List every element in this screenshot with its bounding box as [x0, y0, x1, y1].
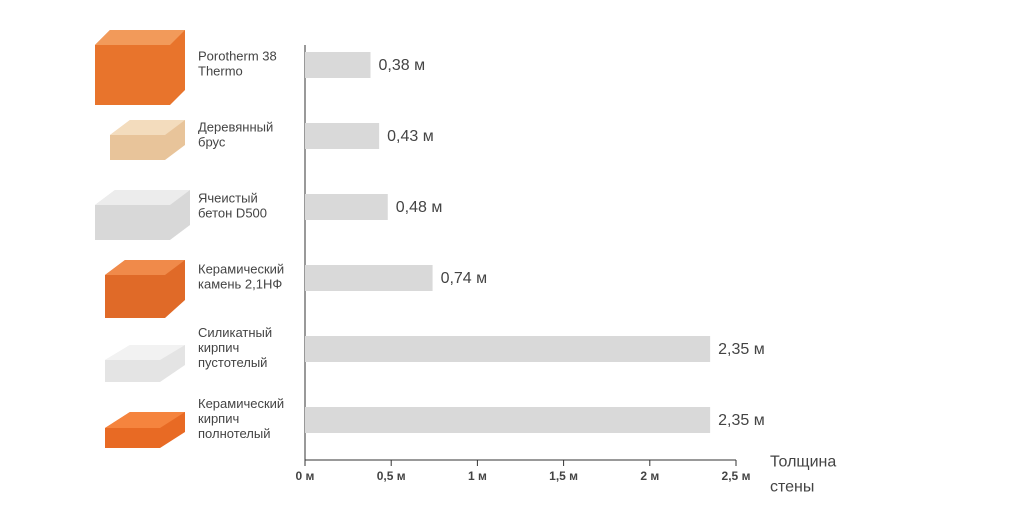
icon-wood-top — [110, 120, 185, 135]
bar — [305, 194, 388, 220]
value-label: 0,74 м — [441, 270, 488, 287]
bar — [305, 407, 711, 433]
x-tick-label: 2,5 м — [722, 469, 751, 483]
icon-porotherm-top — [95, 30, 185, 45]
category-label: Porotherm 38 Thermo — [198, 49, 277, 79]
category-label: Силикатный кирпич пустотелый — [198, 325, 272, 370]
x-tick-label: 0 м — [296, 469, 315, 483]
x-axis-title: Толщина стены — [770, 454, 836, 496]
icon-brick-top — [105, 412, 185, 428]
x-tick-label: 1,5 м — [549, 469, 578, 483]
category-label: Деревянный брус — [198, 120, 273, 150]
icon-silicate-top — [105, 345, 185, 360]
x-tick-label: 0,5 м — [377, 469, 406, 483]
value-label: 0,38 м — [379, 57, 426, 74]
bar — [305, 52, 371, 78]
category-label: Керамический кирпич полнотелый — [198, 396, 284, 441]
material-icons — [95, 30, 190, 448]
icon-ceramic-stone-top — [105, 260, 185, 275]
x-tick-label: 2 м — [640, 469, 659, 483]
value-label: 0,48 м — [396, 199, 443, 216]
value-label: 2,35 м — [718, 341, 765, 358]
bar — [305, 336, 711, 362]
value-label: 0,43 м — [387, 128, 434, 145]
category-label: Керамический камень 2,1НФ — [198, 262, 284, 292]
bar — [305, 265, 433, 291]
value-label: 2,35 м — [718, 412, 765, 429]
x-tick-label: 1 м — [468, 469, 487, 483]
icon-porotherm — [95, 30, 185, 105]
icon-concrete-top — [95, 190, 190, 205]
bar — [305, 123, 380, 149]
category-label: Ячеистый бетон D500 — [198, 191, 267, 221]
